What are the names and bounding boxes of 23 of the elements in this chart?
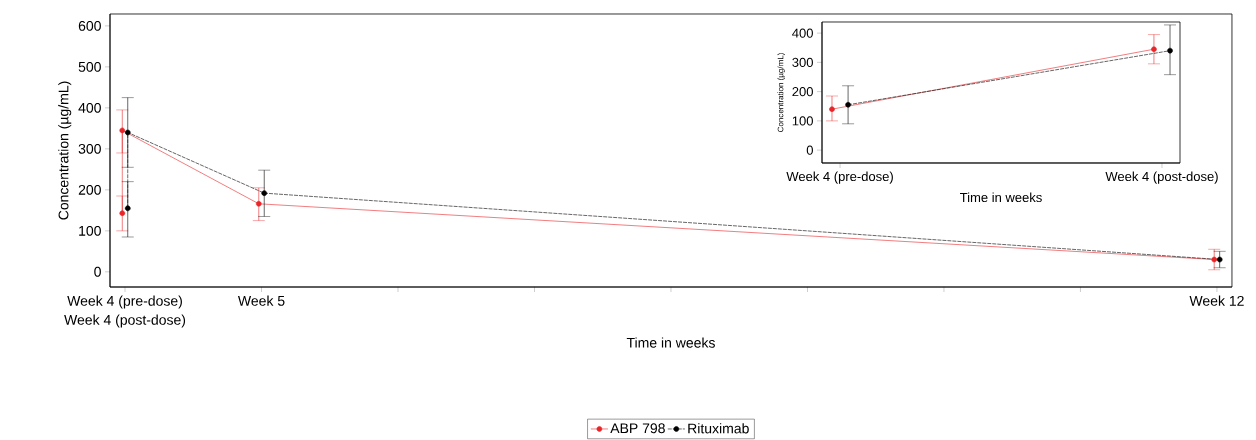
x-tick-label: Week 12 (1189, 295, 1244, 306)
y-tick-label: 600 (78, 20, 101, 31)
x-axis-title: Time in weeks (626, 337, 715, 348)
y-tick-label: 0 (94, 266, 101, 277)
legend-label: ABP 798 (610, 423, 665, 434)
x-tick-label: Week 4 (pre-dose) (67, 295, 182, 309)
y-tick-label: 400 (792, 28, 813, 38)
y-axis-title: Concentration (µg/mL) (58, 81, 72, 220)
y-axis-title: Concentration (µg/mL) (777, 53, 785, 132)
text: Week 4 (post-dose) (64, 314, 186, 328)
y-tick-label: 400 (78, 102, 101, 113)
y-tick-label: 300 (78, 143, 101, 154)
y-tick-label: 200 (792, 87, 813, 97)
x-axis-title: Time in weeks (960, 192, 1042, 203)
x-tick-label: Week 4 (pre-dose) (786, 171, 893, 184)
y-tick-label: 200 (78, 184, 101, 195)
x-tick-label: Week 5 (237, 295, 285, 306)
legend-label: Rituximab (688, 423, 749, 434)
y-tick-label: 300 (792, 57, 813, 67)
y-tick-label: 0 (806, 145, 813, 155)
y-tick-label: 100 (792, 116, 813, 126)
y-tick-label: 500 (78, 61, 101, 72)
y-tick-label: 100 (79, 225, 101, 236)
